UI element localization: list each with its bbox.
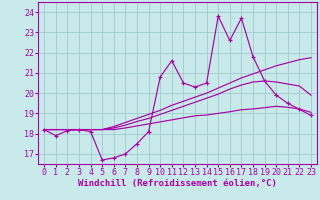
X-axis label: Windchill (Refroidissement éolien,°C): Windchill (Refroidissement éolien,°C) <box>78 179 277 188</box>
